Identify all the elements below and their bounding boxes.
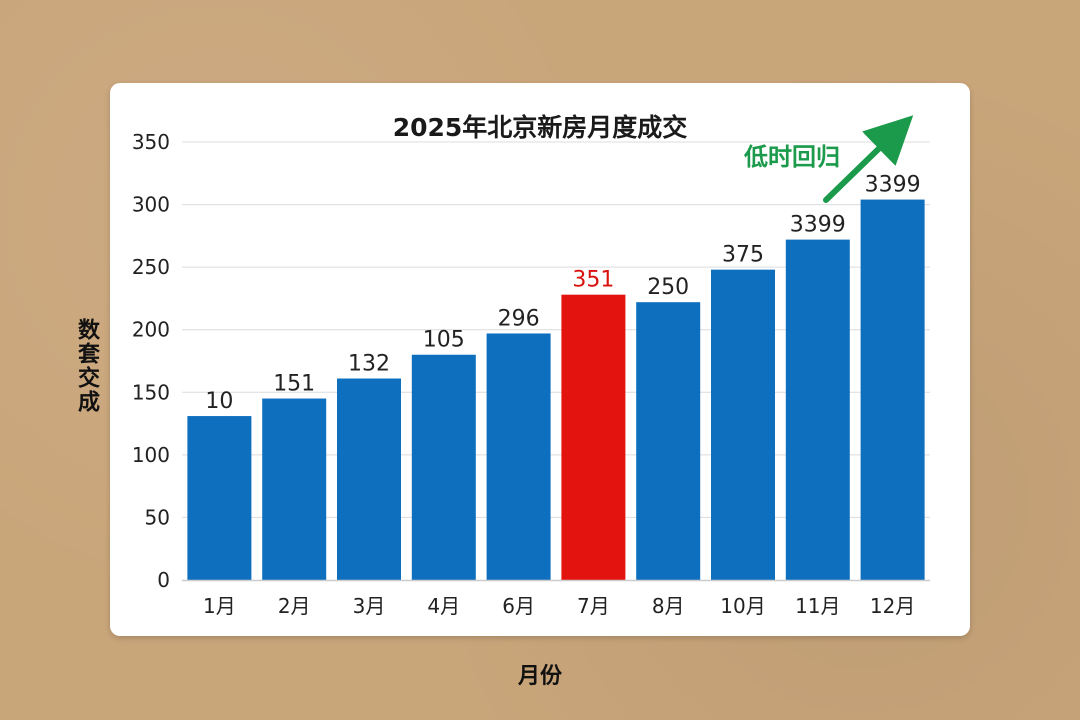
- data-label: 375: [722, 243, 764, 268]
- y-tick-label: 50: [145, 505, 170, 529]
- x-tick-label: 1月: [203, 594, 236, 618]
- data-label: 10: [205, 389, 233, 414]
- data-label: 3399: [865, 173, 921, 198]
- data-labels: 10 151 132 105 296 351 250 375 3399 3399: [205, 173, 920, 414]
- bar-9: [785, 239, 850, 580]
- x-tick-label: 8月: [652, 594, 685, 618]
- data-label: 250: [647, 275, 689, 300]
- bar-5: [486, 333, 551, 580]
- data-label: 105: [423, 328, 465, 353]
- y-tick-label: 300: [132, 193, 170, 217]
- bar-3: [337, 378, 401, 580]
- annotation-text: 低时回归: [743, 143, 840, 171]
- bar-10: [860, 199, 925, 580]
- x-tick-label: 4月: [427, 594, 460, 618]
- data-label: 296: [498, 306, 540, 331]
- x-tick-label: 7月: [577, 594, 610, 618]
- y-axis-label: 数套交成: [74, 318, 99, 414]
- x-tick-label: 6月: [502, 594, 535, 618]
- bar-6: [561, 294, 626, 580]
- x-tick-label: 3月: [353, 594, 386, 618]
- data-label: 3399: [790, 213, 846, 238]
- x-tick-label: 10月: [720, 594, 765, 618]
- data-label: 351: [572, 268, 614, 293]
- x-tick-label: 12月: [870, 594, 915, 618]
- bar-4: [411, 354, 476, 580]
- trend-arrow-icon: [823, 115, 914, 203]
- y-tick-label: 0: [157, 568, 170, 592]
- bar-2: [262, 398, 327, 580]
- bar-7: [636, 302, 701, 580]
- y-tick-label: 250: [132, 255, 170, 279]
- bars: [187, 199, 925, 580]
- chart-title: 2025年北京新房月度成交: [393, 113, 688, 142]
- data-label: 151: [273, 372, 315, 397]
- y-tick-label: 350: [132, 130, 170, 154]
- y-tick-label: 200: [132, 318, 170, 342]
- x-axis-label: 月份: [517, 664, 562, 689]
- data-label: 132: [348, 352, 390, 377]
- y-axis-ticks: 0 50 100 150 200 250 300 350: [132, 130, 170, 592]
- bar-1: [187, 416, 252, 580]
- x-axis-ticks: 1月 2月 3月 4月 6月 7月 8月 10月 11月 12月: [203, 594, 915, 618]
- x-tick-label: 11月: [795, 594, 840, 618]
- y-tick-label: 150: [132, 380, 170, 404]
- y-tick-label: 100: [132, 443, 170, 467]
- bar-8: [711, 269, 775, 580]
- x-tick-label: 2月: [278, 594, 311, 618]
